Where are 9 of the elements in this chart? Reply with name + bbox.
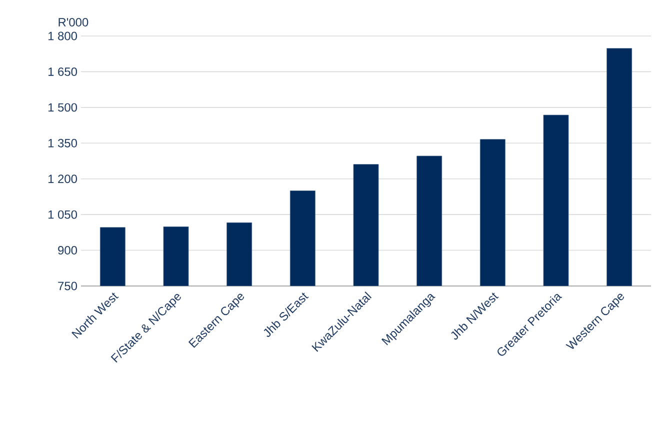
y-tick-label: 1 350 [48,138,78,148]
y-tick-label: 1 200 [48,174,78,184]
y-tick-label: 1 650 [48,67,78,76]
y-tick-label: 900 [58,246,78,255]
y-tick-label: 1 050 [48,210,78,219]
y-tick-label: 750 [58,282,78,290]
y-tick-label: 1 500 [48,103,78,112]
y-tick-label: 1 800 [48,32,78,40]
y-axis-title: R'000 [58,18,88,26]
